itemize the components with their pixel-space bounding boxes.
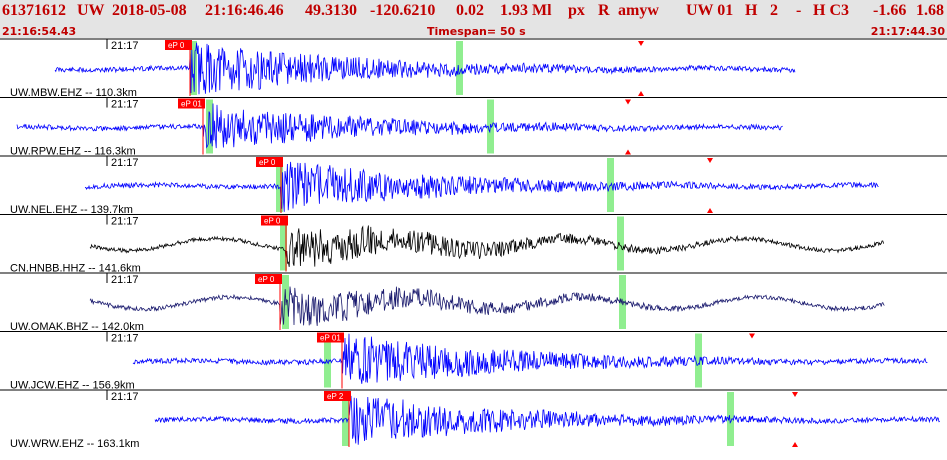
event-date: 2018-05-08 (112, 2, 187, 19)
timespan-label: Timespan= (427, 25, 497, 38)
analysis-window[interactable] (280, 216, 287, 271)
event-id: 61371612 (2, 2, 66, 19)
review-flag: R (598, 2, 610, 19)
analysis-window[interactable] (206, 99, 213, 154)
channel-row-omak[interactable]: 21:17 eP 0 UW.OMAK.BHZ -- 142.0km (0, 272, 947, 333)
minute-label: 21:17 (111, 40, 139, 52)
minute-label: 21:17 (111, 99, 139, 111)
seismogram-trace[interactable] (132, 333, 928, 384)
station-label: UW.WRW.EHZ -- 163.1km (10, 438, 139, 450)
minute-label: 21:17 (111, 274, 139, 286)
seismogram-trace[interactable] (89, 286, 885, 326)
start-time: 21:16:54.43 (2, 25, 77, 38)
minute-label: 21:17 (111, 333, 139, 345)
analysis-window[interactable] (727, 392, 734, 446)
version: 2 (770, 2, 778, 19)
pick-label: eP 2 (327, 392, 344, 401)
end-time: 21:17:44.30 (870, 25, 945, 38)
station-label: UW.NEL.EHZ -- 139.7km (10, 204, 133, 216)
analysis-window[interactable] (190, 41, 197, 95)
timespan-value: 50 s (499, 25, 526, 38)
pick-label: eP 0 (258, 275, 275, 284)
minute-label: 21:17 (111, 216, 139, 228)
event-latitude: 49.3130 (305, 2, 357, 19)
event-author: amyw (618, 2, 659, 19)
value-1: -1.66 (873, 2, 907, 19)
seismogram-trace[interactable] (89, 225, 884, 267)
station-label: UW.OMAK.BHZ -- 142.0km (10, 321, 144, 333)
arrival-arrow-down-icon[interactable] (749, 333, 755, 339)
seismogram-trace[interactable] (54, 42, 796, 95)
event-summary: 61371612 UW 2018-05-08 21:16:46.46 49.31… (0, 2, 947, 362)
analysis-window[interactable] (617, 216, 624, 271)
event-network: UW (77, 2, 105, 19)
arrival-arrow-down-icon[interactable] (625, 99, 631, 105)
timespan-readout: Timespan= 50 s (427, 25, 526, 38)
arrival-arrow-down-icon[interactable] (707, 158, 713, 163)
minute-label: 21:17 (111, 391, 139, 403)
pick-tag[interactable] (256, 157, 283, 167)
minute-label: 21:17 (111, 157, 139, 169)
station-label: UW.JCW.EHZ -- 156.9km (10, 380, 135, 392)
value-2: 1.68 (916, 2, 944, 19)
pick-tag[interactable] (255, 274, 282, 284)
analysis-window[interactable] (456, 41, 463, 95)
pick-tag[interactable] (324, 391, 351, 401)
pick-tag[interactable] (317, 332, 344, 343)
arrival-arrow-down-icon[interactable] (792, 392, 798, 397)
flag: - (796, 2, 802, 19)
auth-network: UW 01 (686, 2, 734, 19)
arrival-arrow-up-icon[interactable] (625, 149, 631, 155)
station-label: UW.RPW.EHZ -- 116.3km (10, 146, 136, 158)
event-longitude: -120.6210 (370, 2, 436, 19)
event-depth: 0.02 (456, 2, 484, 19)
analysis-window[interactable] (695, 333, 702, 388)
pick-tag[interactable] (178, 98, 205, 109)
pick-tag[interactable] (165, 40, 192, 50)
pick-label: eP 0 (264, 217, 281, 226)
seismogram-trace[interactable] (16, 103, 783, 149)
pick-label: eP 01 (320, 334, 341, 343)
arrival-arrow-up-icon[interactable] (792, 442, 798, 447)
event-type: px (568, 2, 585, 19)
arrival-arrow-up-icon[interactable] (638, 91, 644, 96)
channel-row-nel[interactable]: 21:17 eP 0 UW.NEL.EHZ -- 139.7km (0, 155, 947, 216)
event-header: 61371612 UW 2018-05-08 21:16:46.46 49.31… (0, 0, 947, 38)
pick-label: eP 01 (181, 100, 202, 109)
seismogram-trace[interactable] (154, 395, 940, 445)
pick-label: eP 0 (259, 158, 276, 167)
analysis-window[interactable] (342, 392, 349, 446)
station-label: UW.MBW.EHZ -- 110.3km (10, 87, 137, 99)
channel-row-hnbb[interactable]: 21:17 eP 0 CN.HNBB.HHZ -- 141.6km (0, 214, 947, 275)
analysis-window[interactable] (324, 333, 331, 388)
channel-row-rpw[interactable]: 21:17 eP 01 UW.RPW.EHZ -- 116.3km (0, 97, 947, 158)
channel-row-wrw[interactable]: 21:17 eP 2 UW.WRW.EHZ -- 163.1km (0, 389, 947, 450)
seismogram-trace[interactable] (84, 161, 879, 212)
analysis-window[interactable] (276, 158, 283, 212)
event-time: 21:16:46.46 (205, 2, 284, 19)
arrival-arrow-down-icon[interactable] (638, 41, 644, 46)
station-label: CN.HNBB.HHZ -- 141.6km (10, 263, 141, 275)
waveform-panel[interactable]: 21:17 eP 0 UW.MBW.EHZ -- 110.3km 21:17 eP 01… (0, 38, 947, 460)
channel-row-jcw[interactable]: 21:17 eP 01 UW.JCW.EHZ -- 156.9km (0, 331, 947, 392)
event-magnitude: 1.93 Ml (500, 2, 552, 19)
gtype: H (745, 2, 758, 19)
pick-tag[interactable] (261, 215, 288, 226)
mag-type: H C3 (813, 2, 849, 19)
channel-row-mbw[interactable]: 21:17 eP 0 UW.MBW.EHZ -- 110.3km (0, 38, 947, 99)
arrival-arrow-up-icon[interactable] (707, 208, 713, 213)
pick-label: eP 0 (168, 41, 185, 50)
